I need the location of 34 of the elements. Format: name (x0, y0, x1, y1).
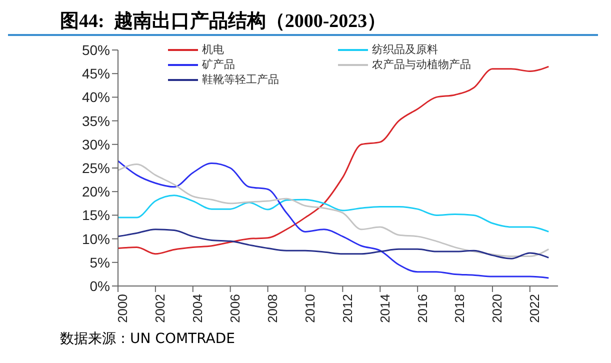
line-series (118, 163, 550, 258)
legend-label: 矿产品 (202, 57, 235, 72)
source-note: 数据来源：UN COMTRADE (60, 330, 236, 348)
y-tick-label: 10% (82, 230, 110, 247)
legend-label: 鞋靴等轻工产品 (202, 72, 279, 87)
y-tick-label: 15% (82, 207, 110, 224)
x-tick-label: 2018 (452, 294, 468, 323)
y-tick-label: 35% (82, 112, 110, 129)
y-tick-label: 50% (82, 42, 110, 58)
x-tick-label: 2006 (228, 294, 243, 323)
x-tick-label: 2022 (527, 294, 542, 323)
legend-label: 纺织品及原料 (372, 42, 438, 57)
chart-title: 图44: 越南出口产品结构（2000-2023） (8, 8, 598, 36)
y-tick-label: 20% (82, 184, 110, 200)
x-tick-label: 2004 (190, 294, 206, 323)
y-tick-label: 45% (82, 66, 110, 82)
y-tick-label: 30% (82, 136, 110, 152)
y-tick-label: 0% (90, 278, 110, 294)
line-series (118, 228, 550, 260)
x-tick-label: 2008 (265, 294, 280, 323)
x-tick-label: 2016 (414, 294, 430, 323)
legend-label: 机电 (202, 42, 224, 57)
x-tick-label: 2002 (152, 294, 168, 323)
y-tick-label: 25% (82, 160, 110, 176)
x-tick-label: 2020 (490, 294, 505, 323)
x-tick-label: 2010 (302, 294, 318, 323)
legend-label: 农产品与动植物产品 (372, 57, 471, 72)
y-tick-label: 40% (82, 89, 110, 106)
x-tick-label: 2000 (115, 294, 130, 323)
line-series (118, 160, 550, 279)
x-tick-label: 2014 (377, 294, 392, 323)
line-series (118, 194, 550, 232)
x-tick-label: 2012 (340, 294, 355, 323)
y-tick-label: 5% (90, 254, 110, 270)
